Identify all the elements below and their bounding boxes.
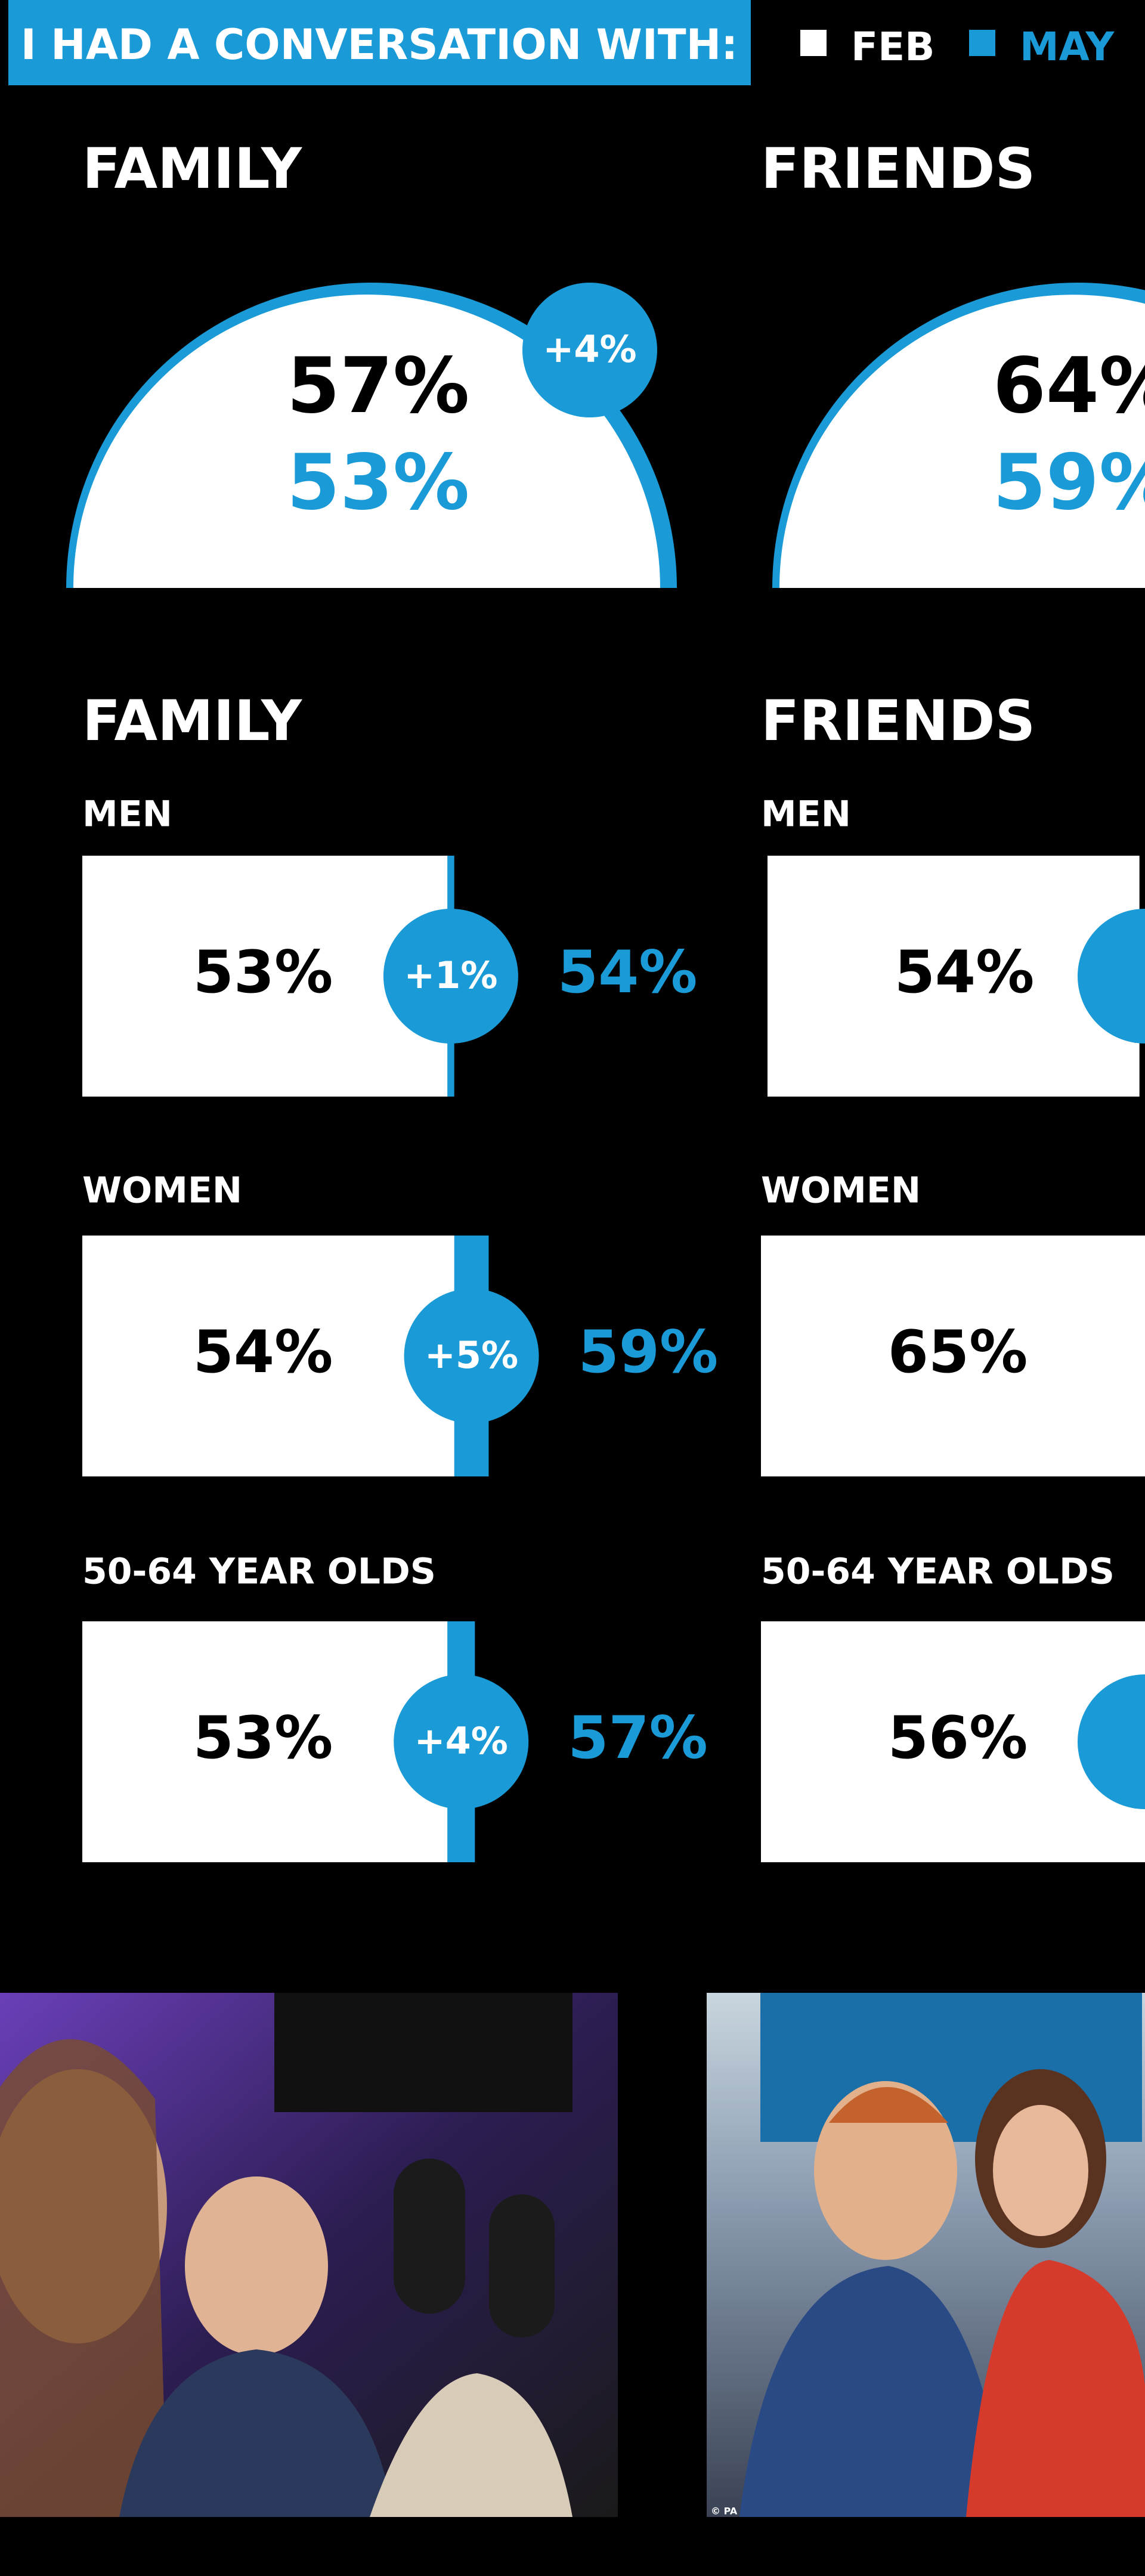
feb-label: 54%: [895, 939, 1035, 1007]
gauge-feb: [779, 295, 1145, 588]
header-bar: [8, 0, 751, 85]
group-label: MEN: [82, 794, 172, 835]
header-title: I HAD A CONVERSATION WITH:: [21, 20, 738, 69]
photo-left: [0, 1993, 618, 2517]
group-label: 50-64 YEAR OLDS: [82, 1551, 436, 1593]
photo-right: [707, 1993, 1145, 2517]
change-badge-cut: [1078, 1674, 1145, 1809]
feb-label: 54%: [193, 1318, 333, 1386]
breakdown-title: FAMILY: [82, 689, 302, 754]
change-badge-cut: [1078, 909, 1145, 1044]
photo-credit: © PA: [711, 2506, 738, 2517]
change-label: +4%: [543, 327, 636, 371]
change-badge: [404, 1289, 539, 1423]
legend-swatch: [800, 30, 827, 56]
gauge-title: FRIENDS: [761, 137, 1035, 202]
change-label: +4%: [414, 1719, 508, 1763]
may-label: 59%: [578, 1318, 719, 1386]
may-label: 54%: [558, 939, 698, 1007]
change-label: +1%: [404, 953, 497, 997]
legend-swatch: [969, 30, 995, 56]
gauge-title: FAMILY: [82, 137, 302, 202]
may-label: 57%: [568, 1704, 708, 1772]
breakdown-title: FRIENDS: [761, 689, 1035, 754]
group-label: WOMEN: [761, 1170, 921, 1212]
change-badge: [394, 1674, 529, 1809]
gauge-feb-label: 57%: [287, 342, 469, 431]
bar-feb: [768, 856, 1140, 1097]
change-badge: [522, 283, 657, 417]
group-label: MEN: [761, 794, 851, 835]
feb-label: 53%: [193, 939, 333, 1007]
feb-label: 56%: [888, 1704, 1028, 1772]
group-label: 50-64 YEAR OLDS: [761, 1551, 1115, 1593]
legend-label: MAY: [1020, 24, 1115, 70]
gauge-feb: [73, 295, 660, 588]
gauge-may-label: 53%: [287, 438, 469, 527]
feb-label: 65%: [888, 1318, 1028, 1386]
bar-feb: [82, 1621, 448, 1862]
change-label: +5%: [425, 1333, 518, 1377]
bar-feb: [761, 1236, 1145, 1476]
group-label: WOMEN: [82, 1170, 242, 1212]
gauge-feb-label: 64%: [993, 342, 1145, 431]
change-badge: [383, 909, 518, 1044]
legend-label: FEB: [851, 24, 934, 70]
feb-label: 53%: [193, 1704, 333, 1772]
bar-feb: [82, 1236, 454, 1476]
gauge-may-label: 59%: [993, 438, 1145, 527]
